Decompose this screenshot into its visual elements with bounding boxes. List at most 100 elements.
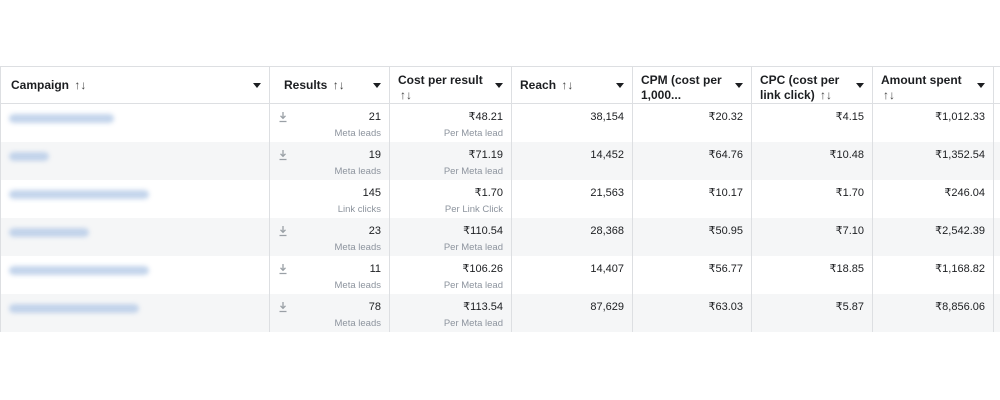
redacted-campaign-name[interactable] xyxy=(9,190,149,199)
column-header-results[interactable]: Results ↑↓ xyxy=(270,66,390,104)
amount-spent-value: ₹246.04 xyxy=(944,187,985,199)
row-overflow-edge xyxy=(994,180,1000,218)
redacted-campaign-name[interactable] xyxy=(9,266,149,275)
cost-per-result-type: Per Meta lead xyxy=(443,280,503,291)
cost-per-result-type: Per Meta lead xyxy=(443,242,503,253)
row-overflow-edge xyxy=(994,142,1000,180)
cell-cpm: ₹64.76 xyxy=(633,142,752,180)
cell-amount-spent: ₹8,856.06 xyxy=(873,294,994,332)
cell-results: 23 Meta leads xyxy=(270,218,390,256)
cost-per-result-value: ₹48.21 xyxy=(468,111,503,123)
table-row: 21 Meta leads ₹48.21 Per Meta lead 38,154 ₹20… xyxy=(0,104,1000,142)
column-header-amount-spent[interactable]: Amount spent ↑↓ xyxy=(873,66,994,104)
header-overflow-edge xyxy=(994,66,1000,104)
cell-cpc: ₹5.87 xyxy=(752,294,873,332)
redacted-campaign-name[interactable] xyxy=(9,114,114,123)
download-icon[interactable] xyxy=(278,263,288,275)
cell-campaign[interactable] xyxy=(0,142,270,180)
cell-campaign[interactable] xyxy=(0,294,270,332)
campaign-table: Campaign ↑↓ Results ↑↓ Cost per result ↑… xyxy=(0,66,1000,340)
cell-campaign[interactable] xyxy=(0,180,270,218)
cpc-value: ₹7.10 xyxy=(835,225,864,237)
cell-reach: 38,154 xyxy=(512,104,633,142)
caret-down-icon[interactable] xyxy=(373,83,381,88)
table-row: 145 Link clicks ₹1.70 Per Link Click 21,563 ₹… xyxy=(0,180,1000,218)
amount-spent-value: ₹2,542.39 xyxy=(935,225,985,237)
reach-value: 21,563 xyxy=(590,187,624,199)
table-row: 11 Meta leads ₹106.26 Per Meta lead 14,407 ₹5… xyxy=(0,256,1000,294)
row-overflow-edge xyxy=(994,218,1000,256)
redacted-campaign-name[interactable] xyxy=(9,228,89,237)
cost-per-result-value: ₹1.70 xyxy=(474,187,503,199)
cell-results: 21 Meta leads xyxy=(270,104,390,142)
cost-per-result-value: ₹71.19 xyxy=(468,149,503,161)
cell-reach: 87,629 xyxy=(512,294,633,332)
table-row: 78 Meta leads ₹113.54 Per Meta lead 87,629 ₹6… xyxy=(0,294,1000,332)
column-header-cost-per-result-label: Cost per result xyxy=(398,73,483,87)
redacted-campaign-name[interactable] xyxy=(9,304,139,313)
column-header-amount-spent-label: Amount spent xyxy=(881,73,962,87)
table-row: 23 Meta leads ₹110.54 Per Meta lead 28,368 ₹5… xyxy=(0,218,1000,256)
amount-spent-value: ₹1,168.82 xyxy=(935,263,985,275)
sort-arrows-icon[interactable]: ↑↓ xyxy=(820,88,833,102)
column-header-cpm[interactable]: CPM (cost per 1,000... xyxy=(633,66,752,104)
download-icon[interactable] xyxy=(278,301,288,313)
cell-campaign[interactable] xyxy=(0,218,270,256)
sort-arrows-icon[interactable]: ↑↓ xyxy=(400,88,412,102)
cell-results: 145 Link clicks xyxy=(270,180,390,218)
cell-cpm: ₹50.95 xyxy=(633,218,752,256)
results-type: Meta leads xyxy=(334,242,381,253)
caret-down-icon[interactable] xyxy=(735,83,743,88)
cell-cost-per-result: ₹71.19 Per Meta lead xyxy=(390,142,512,180)
download-icon[interactable] xyxy=(278,149,288,161)
cell-cpm: ₹20.32 xyxy=(633,104,752,142)
cell-reach: 14,452 xyxy=(512,142,633,180)
redacted-campaign-name[interactable] xyxy=(9,152,49,161)
results-type: Meta leads xyxy=(334,280,381,291)
results-value: 19 xyxy=(368,149,381,161)
cpc-value: ₹1.70 xyxy=(835,187,864,199)
amount-spent-value: ₹1,352.54 xyxy=(935,149,985,161)
amount-spent-value: ₹1,012.33 xyxy=(935,111,985,123)
caret-down-icon[interactable] xyxy=(977,83,985,88)
cell-reach: 21,563 xyxy=(512,180,633,218)
row-overflow-edge xyxy=(994,104,1000,142)
cell-cpm: ₹10.17 xyxy=(633,180,752,218)
cpm-value: ₹20.32 xyxy=(708,111,743,123)
cell-cost-per-result: ₹106.26 Per Meta lead xyxy=(390,256,512,294)
table-body: 21 Meta leads ₹48.21 Per Meta lead 38,154 ₹20… xyxy=(0,104,1000,332)
results-value: 145 xyxy=(362,187,381,199)
row-overflow-edge xyxy=(994,256,1000,294)
cpm-value: ₹10.17 xyxy=(708,187,743,199)
row-overflow-edge xyxy=(994,294,1000,332)
results-value: 21 xyxy=(368,111,381,123)
caret-down-icon[interactable] xyxy=(495,83,503,88)
sort-arrows-icon[interactable]: ↑↓ xyxy=(74,78,87,92)
reach-value: 14,407 xyxy=(590,263,624,275)
column-header-campaign-label: Campaign xyxy=(11,78,70,92)
cell-results: 19 Meta leads xyxy=(270,142,390,180)
results-value: 23 xyxy=(368,225,381,237)
reach-value: 28,368 xyxy=(590,225,624,237)
cell-campaign[interactable] xyxy=(0,256,270,294)
cost-per-result-value: ₹106.26 xyxy=(462,263,503,275)
column-header-cpc[interactable]: CPC (cost per link click) ↑↓ xyxy=(752,66,873,104)
sort-arrows-icon[interactable]: ↑↓ xyxy=(883,88,895,102)
cost-per-result-value: ₹110.54 xyxy=(463,225,503,237)
column-header-cost-per-result[interactable]: Cost per result ↑↓ xyxy=(390,66,512,104)
cost-per-result-type: Per Meta lead xyxy=(443,318,503,329)
column-header-reach-label: Reach xyxy=(520,78,557,92)
column-header-campaign[interactable]: Campaign ↑↓ xyxy=(0,66,270,104)
download-icon[interactable] xyxy=(278,225,288,237)
cell-campaign[interactable] xyxy=(0,104,270,142)
sort-arrows-icon[interactable]: ↑↓ xyxy=(332,78,345,92)
cell-cpc: ₹4.15 xyxy=(752,104,873,142)
caret-down-icon[interactable] xyxy=(856,83,864,88)
download-icon[interactable] xyxy=(278,111,288,123)
cell-results: 11 Meta leads xyxy=(270,256,390,294)
cpm-value: ₹56.77 xyxy=(708,263,743,275)
sort-arrows-icon[interactable]: ↑↓ xyxy=(561,78,574,92)
column-header-reach[interactable]: Reach ↑↓ xyxy=(512,66,633,104)
caret-down-icon[interactable] xyxy=(253,83,261,88)
caret-down-icon[interactable] xyxy=(616,83,624,88)
